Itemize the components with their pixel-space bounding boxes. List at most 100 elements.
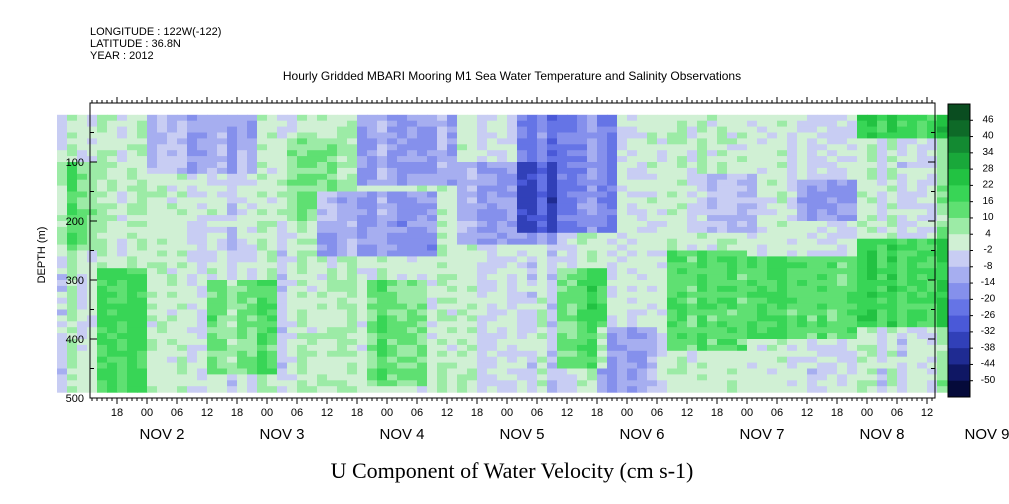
x-day-label: NOV 3 xyxy=(259,426,304,443)
heatmap-cell xyxy=(227,297,238,305)
heatmap-cell xyxy=(457,191,468,198)
heatmap-cell xyxy=(87,197,98,204)
heatmap-cell xyxy=(277,250,288,257)
heatmap-cell xyxy=(377,120,388,128)
heatmap-cell xyxy=(57,256,68,263)
heatmap-cell xyxy=(857,303,868,311)
heatmap-cell xyxy=(517,179,528,187)
heatmap-cell xyxy=(317,221,328,228)
heatmap-cell xyxy=(437,297,448,305)
heatmap-cell xyxy=(227,327,238,334)
heatmap-cell xyxy=(497,321,508,328)
heatmap-cell xyxy=(127,150,138,157)
colorbar-label: 28 xyxy=(982,163,994,174)
heatmap-cell xyxy=(667,321,678,328)
heatmap-cell xyxy=(777,368,788,375)
heatmap-cell xyxy=(537,126,548,134)
heatmap-cell xyxy=(87,374,98,381)
heatmap-cell xyxy=(757,327,768,334)
x-tick-label: 12 xyxy=(921,407,933,419)
heatmap-cell xyxy=(207,268,218,275)
heatmap-cell xyxy=(237,144,248,151)
heatmap-cell xyxy=(77,144,88,151)
heatmap-cell xyxy=(587,191,598,198)
heatmap-cell xyxy=(97,274,108,281)
heatmap-cell xyxy=(707,285,718,293)
heatmap-cell xyxy=(407,156,418,163)
heatmap-cell xyxy=(887,350,898,358)
heatmap-cell xyxy=(657,191,668,198)
heatmap-cell xyxy=(97,356,108,364)
heatmap-cell xyxy=(647,321,658,328)
heatmap-cell xyxy=(407,232,418,240)
heatmap-cell xyxy=(237,262,248,269)
heatmap-cell xyxy=(157,297,168,305)
heatmap-cell xyxy=(227,132,238,139)
heatmap-cell xyxy=(757,309,768,316)
heatmap-cell xyxy=(87,350,98,358)
heatmap-cell xyxy=(457,126,468,134)
heatmap-cell xyxy=(807,132,818,139)
heatmap-cell xyxy=(307,120,318,128)
heatmap-cell xyxy=(367,274,378,281)
heatmap-cell xyxy=(757,162,768,169)
heatmap-cell xyxy=(337,339,348,346)
heatmap-cell xyxy=(187,232,198,240)
heatmap-cell xyxy=(507,244,518,252)
heatmap-cell xyxy=(527,339,538,346)
heatmap-cell xyxy=(67,285,78,293)
heatmap-cell xyxy=(587,203,598,210)
heatmap-cell xyxy=(597,386,608,393)
heatmap-cell xyxy=(417,280,428,287)
heatmap-cell xyxy=(107,197,118,204)
heatmap-cell xyxy=(557,327,568,334)
heatmap-cell xyxy=(197,344,208,352)
heatmap-cell xyxy=(177,386,188,393)
heatmap-cell xyxy=(367,350,378,358)
heatmap-cell xyxy=(447,274,458,281)
heatmap-cell xyxy=(827,333,838,340)
heatmap-cell xyxy=(627,291,638,299)
heatmap-cell xyxy=(817,120,828,128)
heatmap-cell xyxy=(327,285,338,293)
heatmap-cell xyxy=(707,114,718,122)
heatmap-cell xyxy=(607,297,618,305)
heatmap-cell xyxy=(867,209,878,216)
heatmap-cell xyxy=(547,386,558,393)
heatmap-cell xyxy=(347,368,358,375)
heatmap-cell xyxy=(607,256,618,263)
heatmap-cell xyxy=(397,315,408,322)
heatmap-cell xyxy=(97,280,108,287)
heatmap-cell xyxy=(267,132,278,139)
heatmap-cell xyxy=(497,120,508,128)
heatmap-cell xyxy=(67,197,78,204)
heatmap-cell xyxy=(847,321,858,328)
heatmap-cell xyxy=(717,162,728,169)
heatmap-cell xyxy=(577,374,588,381)
heatmap-cell xyxy=(387,179,398,187)
heatmap-cell xyxy=(77,256,88,263)
heatmap-cell xyxy=(567,321,578,328)
heatmap-cell xyxy=(207,280,218,287)
heatmap-cell xyxy=(97,156,108,163)
heatmap-cell xyxy=(367,297,378,305)
heatmap-cell xyxy=(657,138,668,145)
heatmap-cell xyxy=(887,309,898,316)
heatmap-cell xyxy=(767,244,778,252)
x-tick-label: 00 xyxy=(741,407,753,419)
heatmap-cell xyxy=(207,232,218,240)
heatmap-cell xyxy=(747,238,758,246)
heatmap-cell xyxy=(77,215,88,222)
heatmap-cell xyxy=(367,327,378,334)
heatmap-cell xyxy=(77,191,88,198)
heatmap-cell xyxy=(807,120,818,128)
heatmap-cell xyxy=(167,162,178,169)
heatmap-cell xyxy=(437,309,448,316)
heatmap-cell xyxy=(217,321,228,328)
heatmap-cell xyxy=(417,221,428,228)
heatmap-cell xyxy=(127,244,138,252)
heatmap-cell xyxy=(107,386,118,393)
heatmap-cell xyxy=(587,344,598,352)
heatmap-cell xyxy=(177,221,188,228)
